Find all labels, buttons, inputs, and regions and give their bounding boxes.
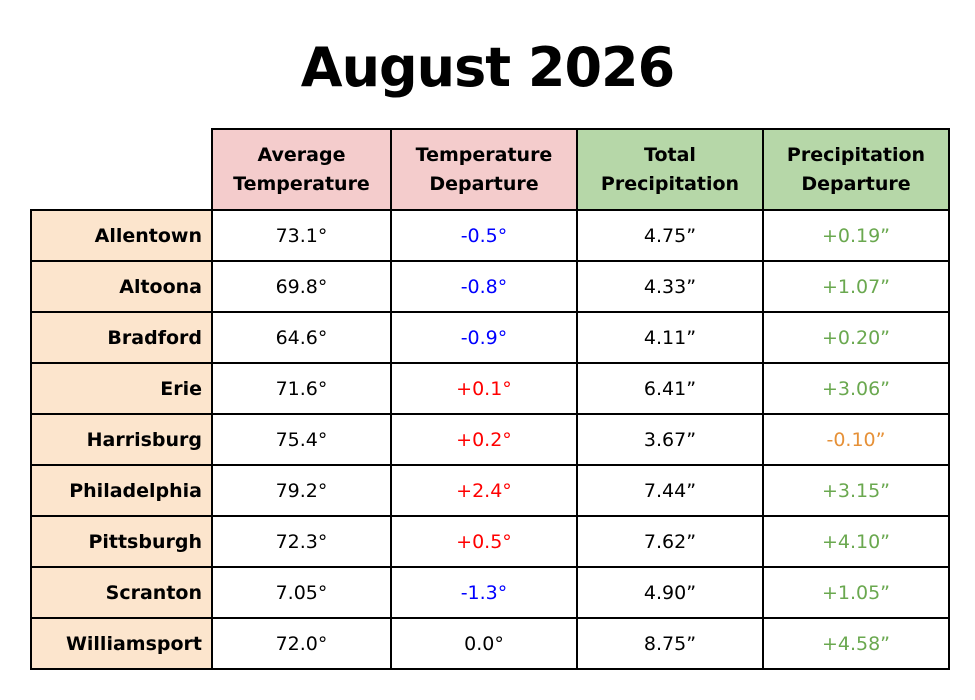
total-precipitation-cell: 4.11” [576,311,764,364]
table-row: Philadelphia 79.2° +2.4° 7.44” +3.15” [30,464,950,517]
header-line: Temperature [415,143,553,166]
corner-cell [31,129,213,211]
header-precipitation-departure: Precipitation Departure [762,128,950,211]
city-name-cell: Harrisburg [30,413,213,466]
average-temperature-cell: 72.3° [211,515,392,568]
city-name-cell: Philadelphia [30,464,213,517]
precipitation-departure-cell: +1.05” [762,566,950,619]
header-line: Departure [801,172,911,195]
total-precipitation-cell: 8.75” [576,617,764,670]
header-line: Precipitation [600,172,740,195]
precipitation-departure-cell: +4.58” [762,617,950,670]
header-total-precipitation: Total Precipitation [576,128,764,211]
temperature-departure-cell: +0.2° [390,413,578,466]
table-row: Williamsport 72.0° 0.0° 8.75” +4.58” [30,617,950,670]
average-temperature-cell: 79.2° [211,464,392,517]
header-line: Precipitation [786,143,926,166]
city-name-cell: Altoona [30,260,213,313]
total-precipitation-cell: 6.41” [576,362,764,415]
table-row: Bradford 64.6° -0.9° 4.11” +0.20” [30,311,950,364]
average-temperature-cell: 64.6° [211,311,392,364]
total-precipitation-cell: 7.62” [576,515,764,568]
header-average-temperature: Average Temperature [211,128,392,211]
header-line: Total [644,143,696,166]
city-name-cell: Bradford [30,311,213,364]
average-temperature-cell: 75.4° [211,413,392,466]
total-precipitation-cell: 4.90” [576,566,764,619]
city-name-cell: Scranton [30,566,213,619]
precipitation-departure-cell: +0.19” [762,209,950,262]
average-temperature-cell: 73.1° [211,209,392,262]
table-row: Pittsburgh 72.3° +0.5° 7.62” +4.10” [30,515,950,568]
table-row: Harrisburg 75.4° +0.2° 3.67” -0.10” [30,413,950,466]
precipitation-departure-cell: +0.20” [762,311,950,364]
temperature-departure-cell: -0.8° [390,260,578,313]
precipitation-departure-cell: -0.10” [762,413,950,466]
table-row: Allentown 73.1° -0.5° 4.75” +0.19” [30,209,950,262]
temperature-departure-cell: +2.4° [390,464,578,517]
header-temperature-departure: Temperature Departure [390,128,578,211]
total-precipitation-cell: 4.33” [576,260,764,313]
average-temperature-cell: 71.6° [211,362,392,415]
header-line: Average [257,143,346,166]
average-temperature-cell: 72.0° [211,617,392,670]
temperature-departure-cell: 0.0° [390,617,578,670]
temperature-departure-cell: -1.3° [390,566,578,619]
page-title: August 2026 [300,36,675,99]
temperature-departure-cell: -0.9° [390,311,578,364]
total-precipitation-cell: 3.67” [576,413,764,466]
precipitation-departure-cell: +3.06” [762,362,950,415]
table-row: Erie 71.6° +0.1° 6.41” +3.06” [30,362,950,415]
total-precipitation-cell: 7.44” [576,464,764,517]
table-row: Scranton 7.05° -1.3° 4.90” +1.05” [30,566,950,619]
temperature-departure-cell: -0.5° [390,209,578,262]
precipitation-departure-cell: +4.10” [762,515,950,568]
precipitation-departure-cell: +1.07” [762,260,950,313]
city-name-cell: Allentown [30,209,213,262]
average-temperature-cell: 7.05° [211,566,392,619]
average-temperature-cell: 69.8° [211,260,392,313]
city-name-cell: Pittsburgh [30,515,213,568]
table-row: Altoona 69.8° -0.8° 4.33” +1.07” [30,260,950,313]
total-precipitation-cell: 4.75” [576,209,764,262]
header-line: Temperature [233,172,370,195]
city-name-cell: Erie [30,362,213,415]
temperature-departure-cell: +0.1° [390,362,578,415]
precipitation-departure-cell: +3.15” [762,464,950,517]
header-line: Departure [429,172,539,195]
temperature-departure-cell: +0.5° [390,515,578,568]
header-row: Average Temperature Temperature Departur… [31,128,950,211]
city-name-cell: Williamsport [30,617,213,670]
climate-summary-table: Average Temperature Temperature Departur… [30,128,950,670]
